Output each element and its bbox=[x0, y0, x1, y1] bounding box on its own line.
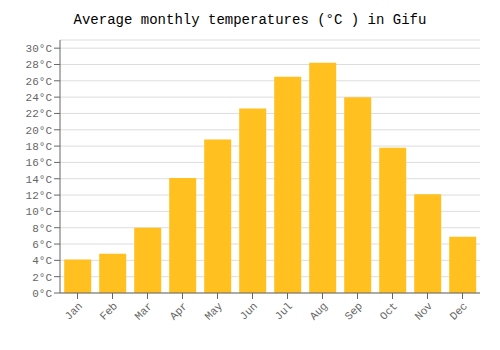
svg-text:14°C: 14°C bbox=[26, 174, 53, 186]
svg-text:2°C: 2°C bbox=[32, 272, 52, 284]
svg-text:20°C: 20°C bbox=[26, 125, 53, 137]
svg-text:24°C: 24°C bbox=[26, 92, 53, 104]
svg-text:16°C: 16°C bbox=[26, 157, 53, 169]
svg-text:Jun: Jun bbox=[238, 300, 260, 322]
svg-text:22°C: 22°C bbox=[26, 108, 53, 120]
svg-text:Mar: Mar bbox=[133, 300, 155, 322]
svg-text:10°C: 10°C bbox=[26, 206, 53, 218]
svg-text:8°C: 8°C bbox=[32, 223, 52, 235]
svg-text:Jul: Jul bbox=[273, 300, 295, 322]
svg-text:Dec: Dec bbox=[448, 300, 470, 322]
svg-text:Jan: Jan bbox=[63, 300, 85, 322]
svg-text:4°C: 4°C bbox=[32, 255, 52, 267]
html-text:Average monthly temperatures (: Average monthly temperatures (°C ) in Gi… bbox=[73, 12, 427, 28]
svg-text:Sep: Sep bbox=[343, 300, 365, 322]
svg-text:Apr: Apr bbox=[168, 300, 190, 322]
svg-text:6°C: 6°C bbox=[32, 239, 52, 251]
svg-text:28°C: 28°C bbox=[26, 59, 53, 71]
svg-text:Aug: Aug bbox=[308, 300, 330, 322]
svg-text:0°C: 0°C bbox=[32, 288, 52, 300]
svg-text:Feb: Feb bbox=[98, 300, 120, 322]
svg-text:Oct: Oct bbox=[378, 300, 400, 322]
svg-text:26°C: 26°C bbox=[26, 76, 53, 88]
svg-text:12°C: 12°C bbox=[26, 190, 53, 202]
svg-text:May: May bbox=[203, 300, 226, 323]
svg-text:30°C: 30°C bbox=[26, 43, 53, 55]
svg-text:Nov: Nov bbox=[413, 300, 436, 323]
svg-text:18°C: 18°C bbox=[26, 141, 53, 153]
